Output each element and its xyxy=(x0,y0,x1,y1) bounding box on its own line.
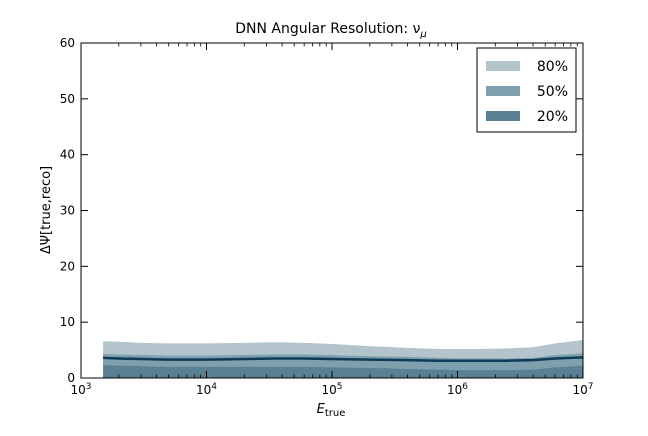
y-axis-label: ΔΨ[true,reco] xyxy=(39,166,54,254)
legend-label: 80% xyxy=(537,59,568,75)
legend: 80% 50% 20% xyxy=(476,47,577,133)
y-tick-label: 20 xyxy=(60,259,75,273)
y-tick-label: 30 xyxy=(60,204,75,218)
legend-label: 50% xyxy=(537,84,568,100)
y-tick-label: 60 xyxy=(60,36,75,50)
band-20-percent xyxy=(103,365,583,378)
x-tick-label: 106 xyxy=(447,382,468,397)
y-tick-label: 50 xyxy=(60,92,75,106)
legend-swatch xyxy=(486,61,520,71)
chart-title: DNN Angular Resolution: νμ xyxy=(235,21,427,40)
legend-label: 20% xyxy=(537,109,568,125)
legend-swatch xyxy=(486,111,520,121)
legend-item-20: 20% xyxy=(486,109,568,125)
x-tick-label: 103 xyxy=(70,382,91,397)
plot-area xyxy=(103,340,584,378)
x-tick-label: 107 xyxy=(572,382,593,397)
x-axis-label: Etrue xyxy=(317,402,346,419)
axis-ticks: 103 104 105 106 107 0 10 20 30 40 50 60 xyxy=(60,36,594,397)
x-tick-label: 105 xyxy=(321,382,342,397)
median-line xyxy=(103,356,584,362)
legend-swatch xyxy=(486,86,520,96)
y-tick-label: 0 xyxy=(67,371,75,385)
y-tick-label: 40 xyxy=(60,148,75,162)
x-tick-label: 104 xyxy=(196,382,217,397)
y-tick-label: 10 xyxy=(60,315,75,329)
legend-item-80: 80% xyxy=(486,59,568,75)
legend-item-50: 50% xyxy=(486,84,568,100)
